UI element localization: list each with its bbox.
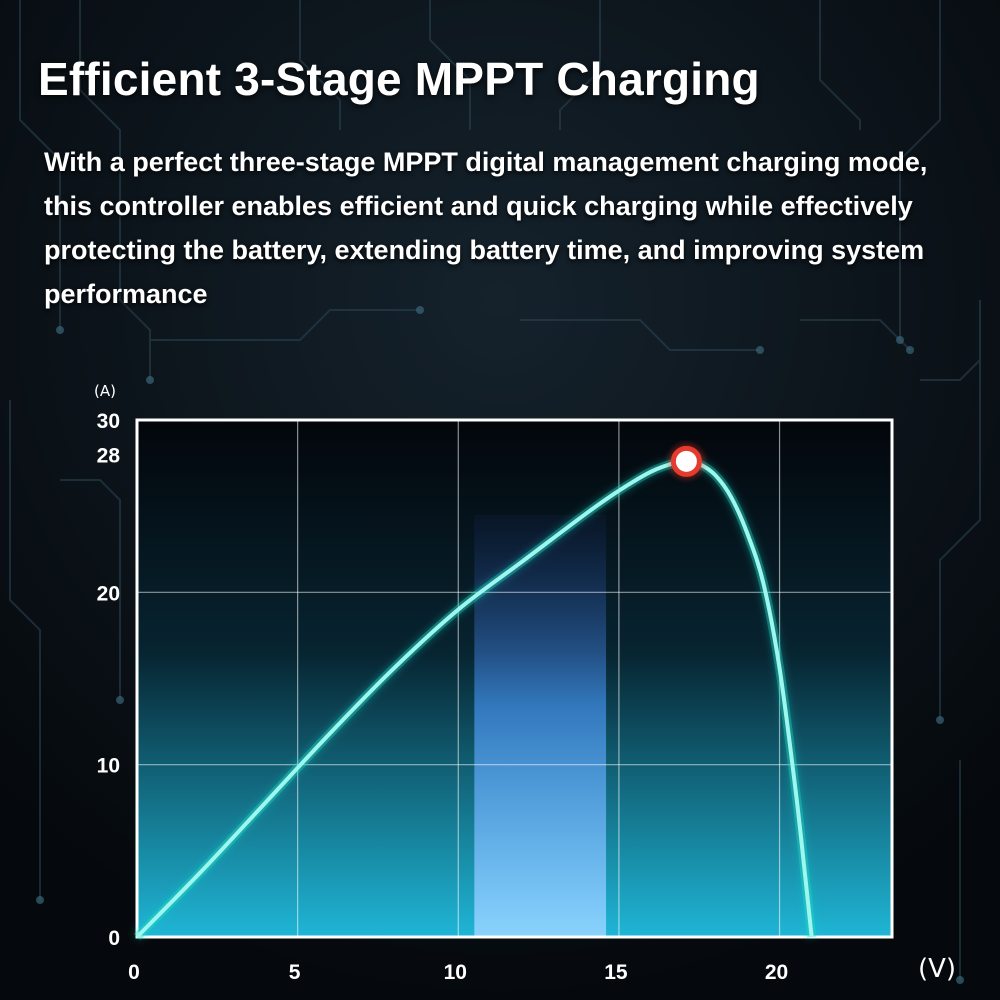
chart-svg: 0 5 10 15 20 0 10 20 28 30 (V) (A) xyxy=(94,382,956,984)
y-tick-label: 28 xyxy=(97,444,121,467)
max-power-point xyxy=(664,439,709,484)
peak-marker xyxy=(670,445,702,477)
y-axis-ticks: 0 10 20 28 30 xyxy=(97,410,121,950)
x-tick-label: 5 xyxy=(289,961,301,984)
x-tick-label: 20 xyxy=(765,961,788,984)
plot-frame xyxy=(135,418,894,939)
x-tick-label: 10 xyxy=(444,961,467,984)
page-description: With a perfect three-stage MPPT digital … xyxy=(44,147,928,309)
y-tick-label: 20 xyxy=(97,582,120,605)
page-title: Efficient 3-Stage MPPT Charging xyxy=(38,53,760,105)
y-tick-label: 10 xyxy=(97,755,120,778)
y-axis-unit: (A) xyxy=(94,382,116,400)
x-axis-unit: (V) xyxy=(918,954,956,984)
y-tick-label: 0 xyxy=(108,927,120,950)
y-tick-label: 30 xyxy=(97,410,120,433)
x-tick-label: 15 xyxy=(604,961,628,984)
iv-curve-chart: 0 5 10 15 20 0 10 20 28 30 (V) (A) xyxy=(0,360,1000,1000)
x-axis-ticks: 0 5 10 15 20 xyxy=(128,961,788,984)
x-tick-label: 0 xyxy=(128,961,140,984)
